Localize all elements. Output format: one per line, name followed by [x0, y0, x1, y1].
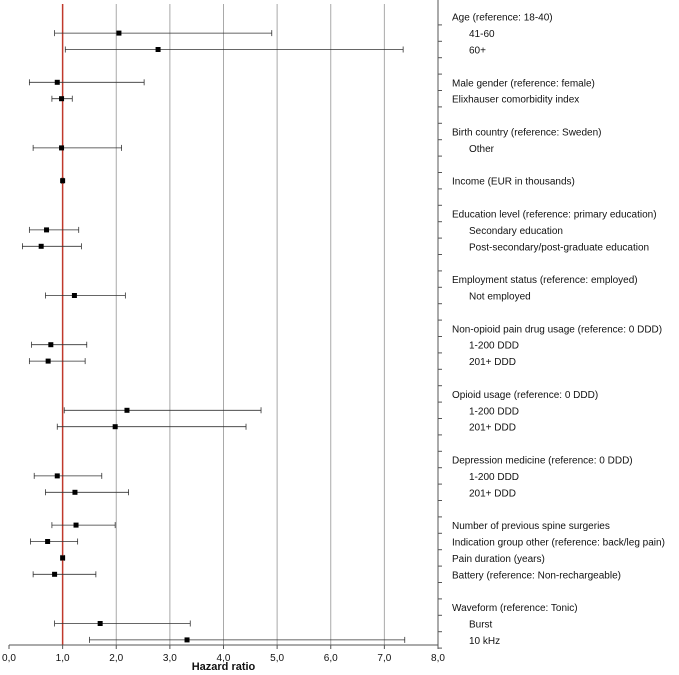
row-label: Income (EUR in thousands) [452, 177, 575, 188]
row-label: 201+ DDD [469, 357, 516, 368]
row-label: 201+ DDD [469, 423, 516, 434]
x-tick-label: 0,0 [2, 653, 16, 664]
hr-point [59, 96, 65, 102]
row-label: Birth country (reference: Sweden) [452, 128, 602, 139]
row-label: Education level (reference: primary educ… [452, 210, 657, 221]
x-axis-label: Hazard ratio [192, 661, 256, 673]
hr-point [52, 571, 58, 577]
row-label: Non-opioid pain drug usage (reference: 0… [452, 324, 662, 335]
row-label: Opioid usage (reference: 0 DDD) [452, 390, 598, 401]
row-label: Secondary education [469, 226, 563, 237]
hr-point [44, 227, 50, 233]
row-label: Waveform (reference: Tonic) [452, 603, 578, 614]
forest-rows: Age (reference: 18-40) 41-60 60+ Male gende… [22, 13, 665, 649]
hr-point [60, 555, 66, 561]
row-label: 41-60 [469, 29, 495, 40]
row-label: Pain duration (years) [452, 554, 545, 565]
hr-point [71, 293, 77, 298]
hr-point [155, 47, 161, 52]
row-label: Not employed [469, 292, 531, 303]
hr-point [116, 30, 122, 36]
x-tick-label: 1,0 [56, 653, 70, 664]
hr-point [38, 243, 44, 249]
row-label: 201+ DDD [469, 488, 516, 499]
x-tick-label: 7,0 [377, 653, 391, 664]
row-label: Employment status (reference: employed) [452, 275, 638, 286]
gridlines [115, 4, 439, 645]
row-label: 60+ [469, 46, 486, 57]
row-label: Depression medicine (reference: 0 DDD) [452, 456, 633, 467]
row-label: Post-secondary/post-graduate education [469, 242, 649, 253]
row-label: 1-200 DDD [469, 472, 519, 483]
hr-point [45, 539, 51, 544]
row-label: Male gender (reference: female) [452, 78, 595, 89]
hr-point [48, 342, 54, 348]
row-label: Age (reference: 18-40) [452, 13, 553, 24]
x-tick-label: 8,0 [431, 653, 445, 664]
row-label: 10 kHz [469, 636, 500, 647]
hr-point [60, 178, 66, 184]
x-tick-label: 5,0 [270, 653, 284, 664]
x-tick-label: 4,0 [217, 653, 231, 664]
row-label: Other [469, 144, 495, 155]
x-axis-ticks: 0,0 1,0 2,0 3,0 4,0 5,0 6,0 7,0 8,0 [2, 645, 445, 664]
hr-point [54, 79, 60, 85]
row-label: 1-200 DDD [469, 341, 519, 352]
hr-point [54, 473, 60, 479]
hr-point [72, 489, 78, 495]
hr-point [112, 424, 118, 430]
hr-point [124, 407, 130, 413]
row-label: 1-200 DDD [469, 406, 519, 417]
row-label: Battery (reference: Non-rechargeable) [452, 570, 621, 581]
row-label: Burst [469, 620, 493, 631]
x-tick-label: 6,0 [324, 653, 338, 664]
x-tick-label: 3,0 [163, 653, 177, 664]
x-tick-label: 2,0 [109, 653, 123, 664]
hr-point [45, 358, 51, 364]
row-label: Number of previous spine surgeries [452, 521, 610, 532]
hr-point [184, 637, 190, 643]
row-label: Indication group other (reference: back/… [452, 538, 665, 549]
hr-point [59, 145, 65, 151]
hr-point [73, 522, 79, 528]
hr-point [97, 621, 103, 626]
row-label: Elixhauser comorbidity index [452, 95, 579, 106]
